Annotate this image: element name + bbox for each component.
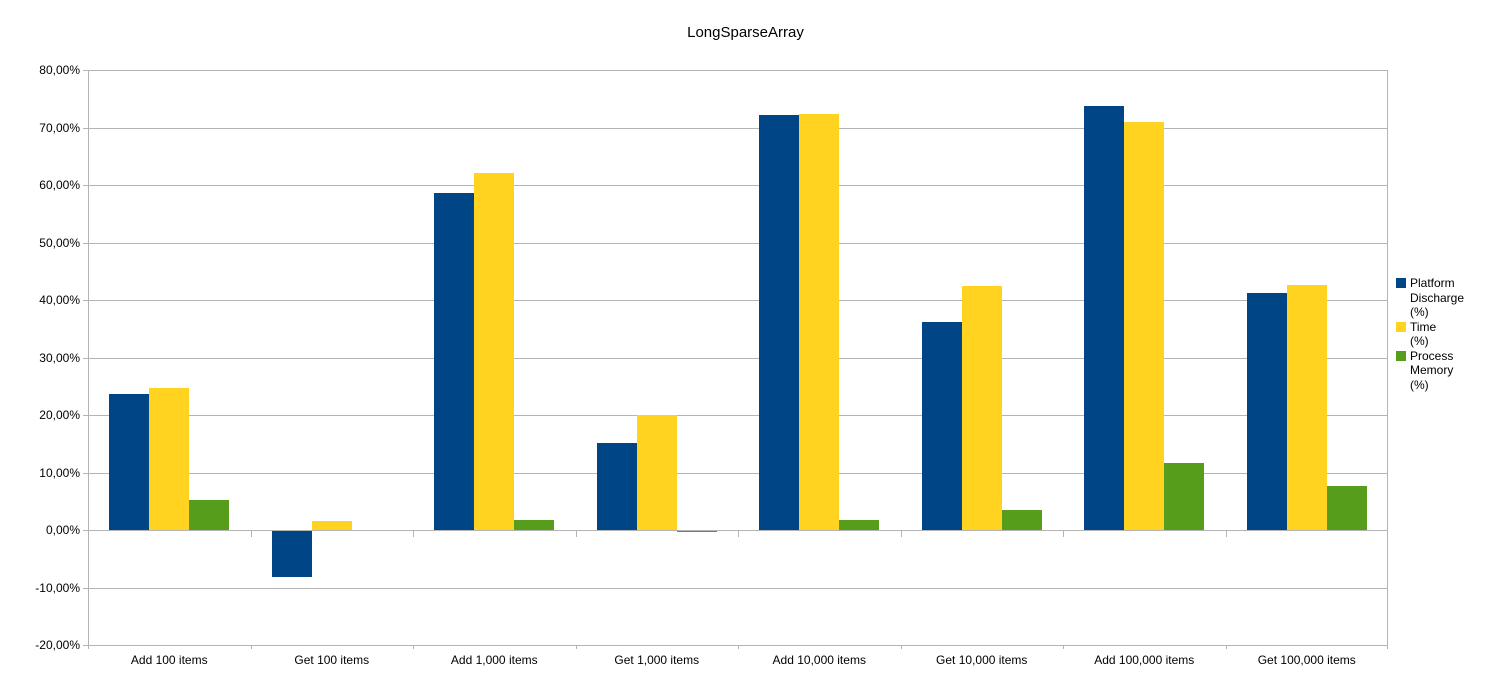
bar-platform-discharge (1084, 105, 1125, 530)
legend-label: Platform Discharge (%) (1410, 276, 1465, 319)
bar-time (311, 521, 352, 530)
bar-time (1124, 121, 1165, 530)
bar-time (474, 172, 515, 530)
legend-swatch-platform-discharge (1396, 278, 1406, 288)
x-axis-bottom-tick (576, 645, 577, 649)
y-axis-label: 70,00% (39, 120, 80, 135)
x-axis-label: Add 10,000 items (772, 653, 866, 667)
x-axis-interval-tick (251, 531, 252, 537)
gridline (88, 587, 1388, 589)
gridline (88, 242, 1388, 244)
y-axis-tick (83, 185, 88, 186)
y-axis-label: -10,00% (35, 580, 80, 595)
x-axis-interval-tick (1063, 531, 1064, 537)
legend-item: Process Memory (%) (1396, 349, 1464, 393)
legend-swatch-time (1396, 321, 1406, 332)
y-axis-tick (83, 415, 88, 416)
gridline (88, 185, 1388, 186)
plot-right-border (1387, 70, 1388, 645)
x-axis-label: Add 1,000 items (450, 653, 538, 667)
y-axis-label: 40,00% (39, 293, 80, 307)
y-axis-tick (83, 587, 88, 589)
bar-platform-discharge (109, 394, 150, 530)
y-axis-label: 50,00% (39, 235, 80, 250)
bar-platform-discharge (271, 530, 312, 577)
y-axis-label: 0,00% (45, 523, 80, 537)
x-axis-bottom-tick (88, 645, 89, 649)
bar-time (961, 285, 1002, 530)
x-axis-label: Get 100,000 items (1257, 653, 1356, 667)
x-axis-label: Add 100 items (130, 653, 208, 667)
y-axis-line (88, 70, 89, 645)
bar-time (1286, 285, 1327, 530)
gridline (88, 415, 1388, 416)
y-axis-tick (83, 70, 88, 71)
x-axis-bottom-tick (413, 645, 414, 649)
x-axis-interval-tick (1226, 531, 1227, 537)
legend-item: Platform Discharge (%) (1396, 276, 1464, 320)
x-axis-label: Get 100 items (294, 653, 370, 667)
x-axis-interval-tick (413, 531, 414, 537)
legend-label: Process Memory (%) (1410, 348, 1454, 392)
y-axis-label: 80,00% (39, 63, 80, 77)
legend: Platform Discharge (%) Time (%) Process Memory… (1396, 276, 1464, 392)
bar-platform-discharge (596, 442, 637, 530)
x-axis-bottom-tick (1226, 645, 1227, 649)
x-axis-interval-tick (738, 531, 739, 537)
gridline (88, 70, 1388, 71)
y-axis-tick (83, 127, 88, 129)
y-axis-tick (83, 645, 88, 646)
bar-platform-discharge (759, 114, 800, 530)
x-axis-zero-line (88, 530, 1388, 531)
x-axis-bottom-tick (738, 645, 739, 649)
gridline (88, 472, 1388, 474)
x-axis-interval-tick (901, 531, 902, 537)
bar-time (149, 387, 190, 530)
bar-platform-discharge (434, 193, 475, 530)
y-axis-label: 20,00% (39, 408, 80, 422)
bar-time (799, 113, 840, 530)
bar-process-memory (514, 519, 555, 530)
x-axis-bottom-tick (251, 645, 252, 649)
y-axis-label: 30,00% (39, 350, 80, 365)
bar-time (636, 415, 677, 530)
x-axis-interval-tick (576, 531, 577, 537)
bar-platform-discharge (921, 322, 962, 530)
y-axis-tick (83, 242, 88, 244)
legend-swatch-process-memory (1396, 350, 1406, 361)
legend-item: Time (%) (1396, 320, 1464, 349)
gridline (88, 300, 1388, 301)
x-axis-label: Get 10,000 items (936, 653, 1028, 667)
y-axis-tick (83, 300, 88, 301)
bar-process-memory (1164, 463, 1205, 530)
bar-process-memory (1326, 485, 1367, 530)
x-axis-label: Add 100,000 items (1094, 653, 1195, 667)
gridline (88, 127, 1388, 129)
legend-label: Time (%) (1410, 319, 1437, 349)
bar-platform-discharge (1246, 292, 1287, 530)
x-axis-bottom-tick (901, 645, 902, 649)
y-axis-tick (83, 472, 88, 474)
y-axis-tick (83, 530, 88, 531)
bar-process-memory (1001, 510, 1042, 530)
gridline (88, 357, 1388, 359)
y-axis-label: -20,00% (35, 638, 80, 652)
chart-title: LongSparseArray (687, 24, 804, 41)
y-axis-label: 10,00% (39, 465, 80, 480)
y-axis-tick (83, 357, 88, 359)
x-axis-label: Get 1,000 items (614, 653, 700, 667)
plot-area: 80,00% 70,00% 60,00% 50,00% 40,00% 30,00% 20,0… (35, 63, 1388, 667)
bar-process-memory (839, 519, 880, 530)
bar-process-memory (189, 499, 230, 530)
x-axis-bottom-tick (1387, 645, 1388, 649)
y-axis-label: 60,00% (39, 178, 80, 192)
x-axis-bottom-tick (1063, 645, 1064, 649)
